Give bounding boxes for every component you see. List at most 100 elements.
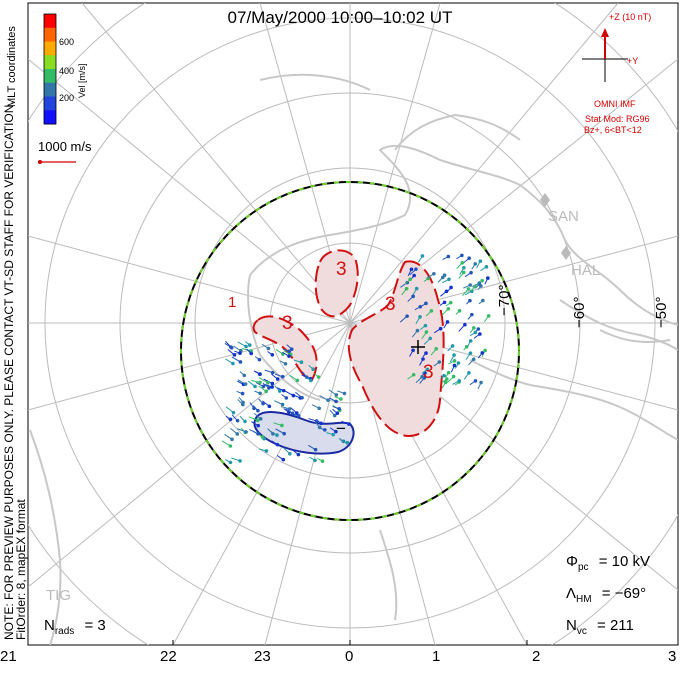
velocity-vector-origin	[284, 396, 289, 400]
phi-subscript: pc	[577, 562, 589, 573]
velocity-vector-origin	[256, 423, 261, 428]
velocity-vector-origin	[420, 254, 425, 258]
velocity-vector-origin	[445, 377, 449, 381]
velocity-vector-origin	[347, 422, 351, 426]
velocity-vector-origin	[462, 265, 466, 270]
velocity-vector-origin	[442, 273, 447, 278]
radar-count: Nrads = 3	[44, 617, 106, 637]
fit-order-label: FitOrder: 8, mapEX format	[14, 499, 28, 640]
velocity-vector-origin	[460, 260, 465, 265]
velocity-vector-origin	[247, 343, 252, 347]
velocity-vector-origin	[235, 418, 240, 423]
velocity-vector-origin	[428, 336, 433, 341]
mlt-label-0: 0	[345, 648, 354, 665]
velocity-vector-origin	[230, 437, 234, 442]
velocity-vector-origin	[242, 373, 247, 378]
velocity-vector-origin	[334, 393, 339, 397]
velocity-vector-origin	[270, 353, 275, 357]
velocity-vector-origin	[437, 360, 442, 364]
station-label-hal: HAL	[571, 262, 601, 279]
velocity-vector-origin	[257, 357, 262, 362]
mlt-label-2: 2	[532, 648, 541, 665]
station-label-tig: TIG	[46, 587, 71, 604]
velocity-vector-origin	[287, 407, 292, 411]
latitude-label-60: −60°	[571, 296, 588, 328]
nvc-subscript: vc	[576, 626, 587, 637]
velocity-vector-origin	[468, 283, 473, 287]
velocity-vector-origin	[442, 373, 446, 378]
velocity-vector-origin	[446, 306, 451, 311]
velocity-vector-origin	[231, 410, 236, 415]
lambda-symbol: Λ	[566, 585, 577, 602]
colorbar-segment	[44, 69, 56, 84]
velocity-vector-origin	[317, 406, 321, 411]
velocity-vector-origin	[270, 381, 275, 386]
velocity-vector-origin	[232, 353, 237, 357]
velocity-vector-origin	[467, 256, 471, 261]
nrads-subscript: rads	[54, 626, 75, 637]
phi-value: = 10 kV	[598, 553, 650, 570]
velocity-vector-origin	[405, 314, 409, 318]
velocity-vector-origin	[294, 411, 299, 415]
velocity-vector-origin	[467, 371, 471, 375]
velocity-vector-origin	[452, 359, 457, 363]
mlt-label-3: 3	[668, 648, 677, 665]
velocity-vector-origin	[281, 457, 286, 462]
velocity-vector-origin	[404, 286, 409, 291]
velocity-vector-origin	[423, 323, 428, 328]
velocity-vector-origin	[252, 406, 256, 411]
velocity-vector-origin	[447, 277, 451, 282]
velocity-vector-origin	[243, 419, 247, 424]
negative-contour-label: −	[336, 419, 346, 438]
velocity-vector-origin	[472, 326, 476, 330]
velocity-vector-origin	[228, 460, 233, 465]
velocity-vector-origin	[309, 378, 313, 383]
colorbar-tick-600: 600	[59, 37, 75, 47]
velocity-vector-origin	[480, 278, 484, 283]
positive-contour-label-top: 3	[336, 259, 347, 280]
velocity-vector-origin	[266, 346, 271, 351]
velocity-vectors	[221, 253, 491, 465]
velocity-vector-origin	[468, 339, 473, 343]
velocity-vector-origin	[320, 459, 325, 463]
velocity-vector-origin	[235, 432, 240, 436]
velocity-vector-origin	[323, 428, 327, 432]
velocity-vector-origin	[256, 408, 260, 413]
velocity-vector-origin	[267, 404, 272, 409]
nrads-symbol: N	[44, 617, 55, 634]
velocity-vector-origin	[280, 402, 285, 407]
velocity-vector-origin	[299, 360, 304, 365]
lambda-subscript: HM	[576, 594, 592, 605]
latitude-label-70: −70°	[496, 284, 513, 316]
velocity-vector-origin	[438, 326, 443, 331]
colorbar-segment	[44, 27, 56, 42]
velocity-vector-origin	[449, 285, 453, 290]
velocity-vector-origin	[484, 265, 489, 269]
velocity-vector-origin	[335, 411, 340, 416]
velocity-vector-origin	[409, 267, 414, 272]
velocity-vector-origin	[411, 348, 415, 353]
velocity-vector-origin	[345, 440, 350, 445]
vector-count: Nvc = 211	[566, 617, 634, 637]
imf-stat-model: Stat Mod: RG96	[585, 114, 650, 124]
velocity-vector-origin	[287, 349, 292, 354]
station-markers	[540, 193, 571, 260]
velocity-vector-origin	[425, 367, 430, 372]
velocity-vector-origin	[471, 357, 476, 362]
velocity-vector-origin	[472, 284, 477, 289]
colorbar-segment	[44, 55, 56, 70]
velocity-vector-origin	[478, 259, 483, 263]
velocity-vector-origin	[261, 384, 266, 389]
velocity-vector-origin	[238, 459, 242, 463]
velocity-vector-origin	[479, 284, 483, 288]
colorbar-segment	[44, 110, 56, 125]
velocity-vector-origin	[291, 393, 296, 398]
reference-vector-label: 1000 m/s	[38, 139, 92, 154]
velocity-vector-origin	[256, 431, 260, 436]
velocity-vector-origin	[296, 452, 301, 457]
velocity-vector-origin	[258, 372, 262, 376]
imf-condition: Bz+, 6<BT<12	[584, 125, 642, 135]
velocity-vector-origin	[270, 385, 275, 389]
velocity-vector-origin	[238, 351, 242, 356]
velocity-vector-origin	[434, 346, 439, 351]
